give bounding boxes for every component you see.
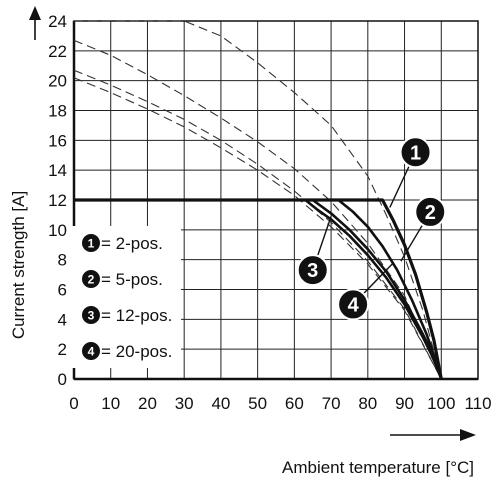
y-tick-label: 18 [48, 102, 67, 121]
x-axis-title: Ambient temperature [°C] [282, 458, 474, 477]
y-tick-label: 10 [48, 221, 67, 240]
legend-label-3: = 12-pos. [101, 306, 172, 325]
callout-badge-3 [296, 254, 329, 287]
dashed-curve-2 [73, 39, 442, 380]
callout-badge-2 [414, 195, 447, 228]
callout-badge-label-1: 1 [410, 142, 421, 164]
x-tick-label: 80 [358, 394, 377, 413]
tick-labels: 0 10 20 30 40 50 60 70 80 90 100 110024681012141618… [48, 12, 491, 413]
y-tick-label: 4 [58, 310, 67, 329]
y-tick-label: 6 [58, 281, 67, 300]
legend-item-2: 2 = 5-pos. [82, 270, 163, 289]
legend-badge-2-label: 2 [88, 273, 95, 287]
legend-badge-3 [82, 306, 100, 324]
legend-badge-2 [82, 270, 100, 288]
series-lines [74, 198, 443, 380]
legend-item-3: 3 = 12-pos. [82, 306, 172, 325]
callout-badge-label-3: 3 [307, 260, 318, 282]
legend-badge-3-label: 3 [88, 309, 95, 323]
dashed-curves [73, 20, 442, 380]
y-tick-label: 2 [58, 340, 67, 359]
y-tick-label: 22 [48, 42, 67, 61]
series-line-1 [74, 198, 443, 380]
legend-badge-1 [82, 234, 100, 252]
dashed-curve-4 [73, 77, 442, 380]
legend-item-4: 4 = 20-pos. [82, 342, 172, 361]
callout-badge-label-2: 2 [425, 202, 436, 224]
callout-badge-1 [399, 136, 432, 169]
callout-badge-4 [337, 288, 370, 321]
legend-badge-4 [82, 342, 100, 360]
legend-badge-1-label: 1 [88, 237, 95, 251]
x-axis-arrowhead-icon [460, 429, 476, 441]
callouts: 1 2 3 4 [296, 136, 447, 321]
legend-badge-4-label: 4 [88, 345, 95, 359]
x-tick-label: 0 [69, 394, 78, 413]
y-tick-label: 0 [58, 370, 67, 389]
legend-label-4: = 20-pos. [101, 342, 172, 361]
y-tick-label: 12 [48, 191, 67, 210]
y-tick-label: 8 [58, 251, 67, 270]
series-line-2 [74, 198, 443, 380]
x-tick-label: 40 [211, 394, 230, 413]
callout-badge-label-4: 4 [348, 294, 360, 316]
x-tick-label: 10 [101, 394, 120, 413]
y-tick-label: 20 [48, 72, 67, 91]
y-tick-label: 24 [48, 12, 67, 31]
grid [74, 21, 478, 379]
x-tick-label: 20 [138, 394, 157, 413]
y-axis-arrowhead-icon [29, 6, 41, 20]
legend-label-2: = 5-pos. [101, 270, 163, 289]
x-tick-label: 70 [322, 394, 341, 413]
y-tick-label: 16 [48, 131, 67, 150]
x-tick-label: 90 [395, 394, 414, 413]
x-tick-label: 60 [285, 394, 304, 413]
y-tick-label: 14 [48, 161, 67, 180]
legend-label-1: = 2-pos. [101, 234, 163, 253]
legend-item-1: 1 = 2-pos. [82, 234, 163, 253]
x-tick-label: 50 [248, 394, 267, 413]
x-tick-label: 30 [175, 394, 194, 413]
dashed-curve-1 [74, 20, 442, 380]
y-axis-title: Current strength [A] [9, 191, 28, 339]
legend: 1 = 2-pos. 2 = 5-pos. 3 = 12-pos. 4 = 20… [70, 226, 181, 368]
series-line-4 [74, 198, 443, 380]
x-tick-label: 100 [427, 394, 455, 413]
x-tick-label: 110 [464, 394, 491, 413]
